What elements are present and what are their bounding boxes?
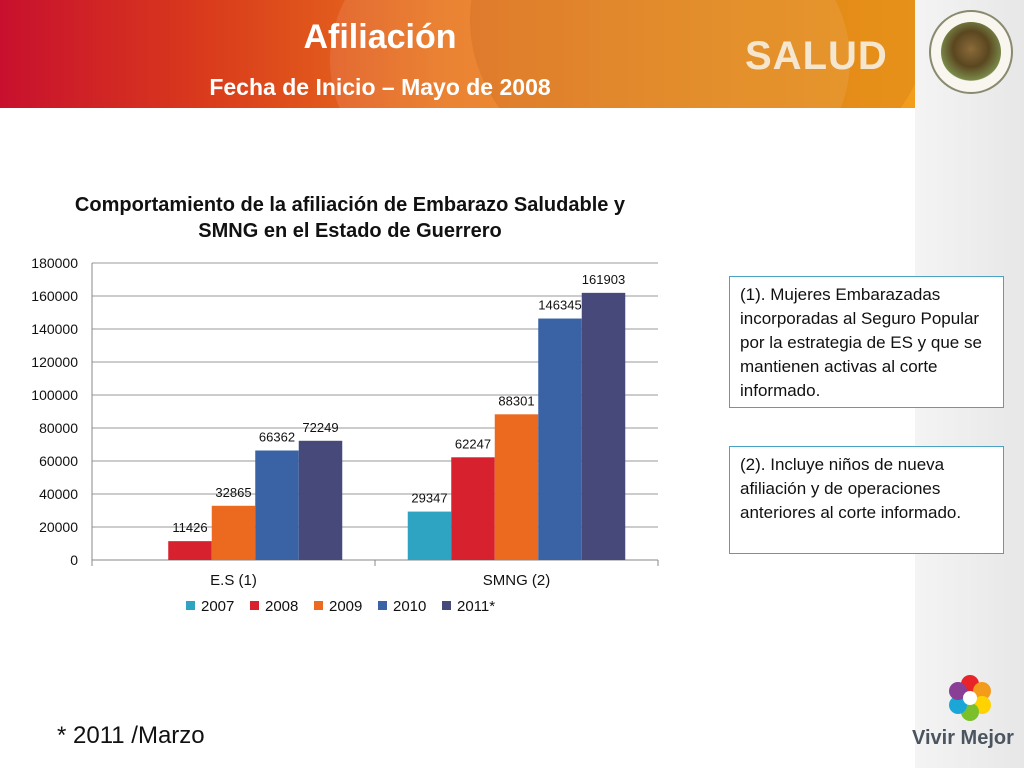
footnote: * 2011 /Marzo [57,722,205,749]
bar-2011*-1 [581,292,626,560]
data-label: 66362 [259,430,295,445]
page-subtitle: Fecha de Inicio – Mayo de 2008 [209,74,551,100]
header-band: Afiliación Fecha de Inicio – Mayo de 200… [0,0,915,108]
bar-chart: 0 20000 40000 60000 80000 100000 120000 140000 1… [31,255,659,615]
page-title: Afiliación [303,18,457,56]
bar-2008-0 [168,541,212,560]
note-es: (1). Mujeres Embarazadas incorporadas al… [729,276,1004,408]
data-label: 32865 [215,485,251,500]
y-tick-label: 20000 [39,519,78,535]
legend-swatch [442,601,451,610]
bar-2010-0 [255,450,299,560]
y-tick-label: 60000 [39,453,78,469]
bar-2007-1 [407,511,452,560]
chart-title: Comportamiento de la afiliación de Embar… [74,194,626,242]
data-label: 11426 [172,520,207,535]
legend-label: 2008 [265,598,298,615]
y-tick-label: 40000 [39,486,78,502]
y-tick-label: 100000 [31,387,78,403]
y-tick-label: 180000 [31,255,78,271]
bar-2011*-0 [298,440,343,560]
legend-swatch [186,601,195,610]
mexico-seal-icon [929,10,1013,94]
data-label: 146345 [538,298,581,313]
legend-label: 2011* [457,598,495,615]
legend-swatch [314,601,323,610]
legend-label: 2007 [201,598,234,615]
y-tick-label: 0 [70,552,78,568]
x-tick-label: E.S (1) [210,572,257,589]
legend-swatch [378,601,387,610]
y-tick-label: 80000 [39,420,78,436]
y-tick-label: 120000 [31,354,78,370]
note-smng: (2). Incluye niños de nueva afiliación y… [729,446,1004,554]
data-label: 29347 [411,491,447,506]
bar-2010-1 [538,318,582,560]
bar-2008-1 [451,457,495,560]
bar-2009-1 [494,414,539,560]
data-label: 88301 [498,393,534,408]
data-label: 161903 [582,272,625,287]
legend-swatch [250,601,259,610]
y-tick-label: 160000 [31,288,78,304]
x-tick-label: SMNG (2) [483,572,551,589]
y-tick-label: 140000 [31,321,78,337]
data-label: 62247 [455,436,491,451]
data-label: 72249 [302,420,338,435]
vivir-mejor-logo-text: Vivir Mejor [912,727,1014,749]
header-swoosh [330,0,850,108]
header-swoosh-dark [470,0,915,108]
legend-label: 2010 [393,598,426,615]
bar-2009-0 [211,505,256,560]
seal-emblem [941,22,1001,82]
brand-logo-text: SALUD [745,34,888,78]
vivir-mejor-flower-icon [949,675,991,721]
legend-label: 2009 [329,598,362,615]
